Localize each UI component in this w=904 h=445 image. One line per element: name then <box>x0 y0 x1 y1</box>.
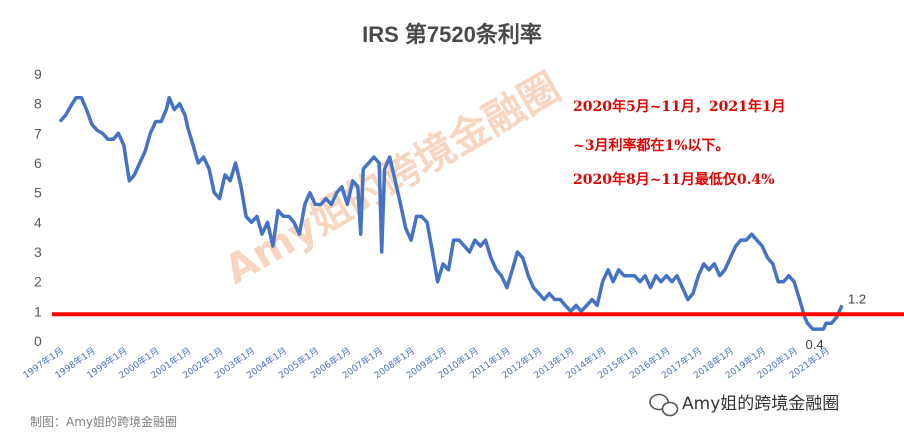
y-tick-label: 8 <box>34 96 42 112</box>
chart-title: IRS 第7520条利率 <box>362 22 542 47</box>
y-tick-label: 7 <box>34 125 42 141</box>
y-tick-label: 4 <box>34 214 42 230</box>
annotation-line-2: ~3月利率都在1%以下。 <box>573 137 730 154</box>
series-line <box>58 95 844 331</box>
x-axis-ticks: 1997年1月1998年1月1999年1月2000年1月2001年1月2002年… <box>21 345 832 382</box>
y-tick-label: 0 <box>34 333 42 349</box>
annotation-line-3: 2020年8月~11月最低仅0.4% <box>573 171 775 188</box>
y-tick-label: 2 <box>34 274 42 290</box>
y-tick-label: 6 <box>34 155 42 171</box>
y-tick-label: 5 <box>34 185 42 201</box>
y-tick-label: 1 <box>34 303 42 319</box>
wechat-brand: Amy姐的跨境金融圈 <box>649 393 839 417</box>
y-tick-label: 3 <box>34 244 42 260</box>
data-label: 1.2 <box>848 291 866 306</box>
annotation-block: 2020年5月~11月，2021年1月 ~3月利率都在1%以下。 2020年8月… <box>573 98 786 188</box>
data-labels: 1.2 0.4 <box>806 291 867 352</box>
wechat-icon <box>649 393 679 417</box>
source-note: 制图：Amy姐的跨境金融圈 <box>30 414 177 429</box>
y-axis-ticks: 0 1 2 3 4 5 6 7 8 9 <box>34 66 42 349</box>
annotation-line-1: 2020年5月~11月，2021年1月 <box>573 98 786 115</box>
y-tick-label: 9 <box>34 66 42 82</box>
brand-name: Amy姐的跨境金融圈 <box>682 394 839 414</box>
data-label: 0.4 <box>806 337 824 352</box>
